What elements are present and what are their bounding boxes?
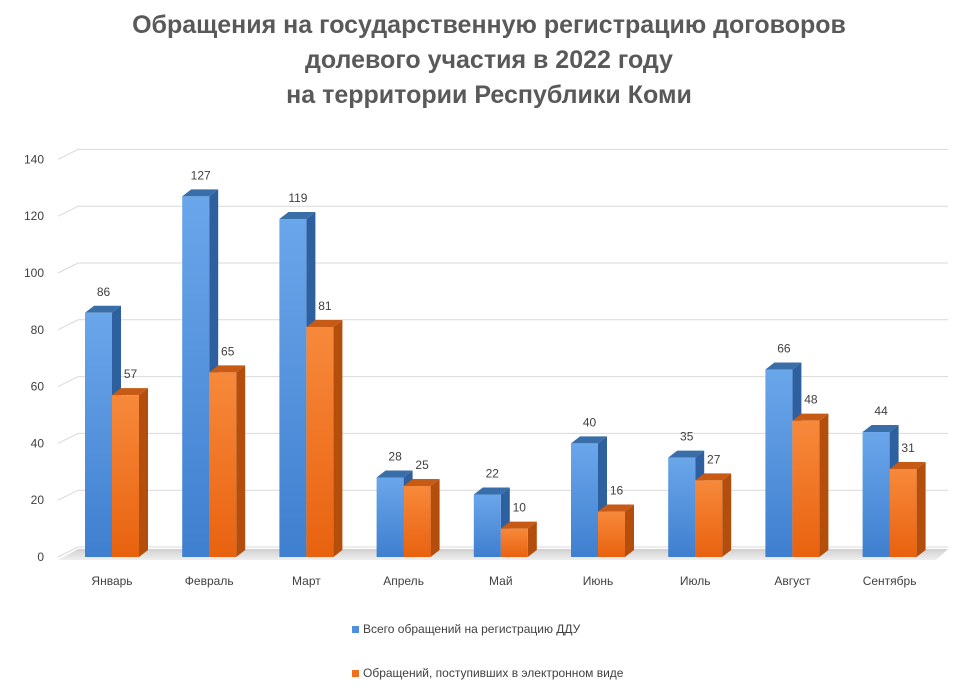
x-category-label: Февраль	[185, 574, 234, 588]
y-tick-label: 100	[24, 266, 44, 280]
x-category-label: Январь	[91, 574, 132, 588]
data-label-electronic-6: 27	[707, 452, 721, 466]
data-label-electronic-8: 31	[901, 441, 915, 455]
data-label-electronic-3: 25	[415, 458, 429, 472]
data-label-electronic-4: 10	[513, 501, 527, 515]
bar-total-6	[668, 450, 705, 557]
data-label-total-6: 35	[680, 430, 694, 444]
data-label-electronic-1: 65	[221, 344, 235, 358]
data-label-total-8: 44	[874, 404, 888, 418]
x-category-label: Июль	[680, 574, 711, 588]
x-category-label: Июнь	[583, 574, 614, 588]
y-tick-label: 140	[24, 152, 44, 166]
bar-electronic-6	[695, 473, 732, 557]
data-label-total-7: 66	[777, 342, 791, 356]
bar-electronic-2	[306, 319, 343, 557]
data-label-electronic-7: 48	[804, 393, 818, 407]
data-label-total-1: 127	[191, 168, 211, 182]
x-category-label: Сентябрь	[863, 574, 917, 588]
x-category-label: Май	[489, 574, 513, 588]
legend: Всего обращений на регистрацию ДДУ Обращ…	[352, 620, 623, 682]
legend-label-total: Всего обращений на регистрацию ДДУ	[363, 622, 581, 636]
data-label-total-2: 119	[288, 191, 307, 205]
legend-item-electronic: Обращений, поступивших в электронном вид…	[352, 664, 623, 682]
legend-item-total: Всего обращений на регистрацию ДДУ	[352, 620, 623, 638]
y-tick-label: 0	[37, 550, 44, 564]
bar-electronic-0	[112, 388, 148, 557]
bar-electronic-3	[403, 479, 440, 557]
y-tick-label: 120	[24, 209, 44, 223]
x-category-label: Август	[774, 574, 811, 588]
chart-title-line-3: на территории Республики Коми	[286, 81, 692, 109]
data-label-electronic-2: 81	[318, 299, 332, 313]
data-label-total-0: 86	[97, 285, 111, 299]
gridline	[57, 489, 948, 501]
gridline	[57, 432, 948, 444]
chart-title: Обращения на государственную регистрацию…	[0, 8, 978, 113]
data-label-total-4: 22	[486, 467, 500, 481]
y-tick-label: 60	[31, 380, 45, 394]
gridline	[57, 376, 948, 388]
chart-title-line-1: Обращения на государственную регистрацию…	[132, 11, 846, 39]
legend-swatch-electronic	[352, 669, 359, 677]
y-tick-label: 80	[31, 323, 45, 337]
x-category-label: Март	[292, 574, 321, 588]
bars	[85, 189, 926, 558]
gridline	[57, 205, 948, 217]
legend-label-electronic: Обращений, поступивших в электронном вид…	[363, 666, 624, 680]
data-label-total-3: 28	[388, 449, 402, 463]
y-tick-label: 40	[31, 436, 45, 450]
data-label-electronic-0: 57	[124, 367, 138, 381]
bar-electronic-1	[209, 365, 246, 557]
x-category-label: Апрель	[383, 574, 424, 588]
bar-electronic-7	[792, 413, 829, 557]
grid	[57, 148, 948, 558]
gridline	[57, 262, 948, 274]
bar-electronic-4	[500, 521, 537, 557]
data-label-total-5: 40	[583, 415, 597, 429]
labels: 0 20 40 60 80 100 120 140 86 57 Январь 127 65 Февраль…	[24, 152, 917, 588]
gridline	[57, 546, 948, 558]
data-label-electronic-5: 16	[610, 484, 624, 498]
y-tick-label: 20	[31, 493, 45, 507]
chart-title-line-2: долевого участия в 2022 году	[305, 46, 673, 74]
gridline	[57, 148, 948, 160]
bar-electronic-5	[598, 504, 634, 557]
gridline	[57, 319, 948, 331]
bar-electronic-8	[889, 461, 926, 557]
legend-swatch-total	[352, 625, 359, 633]
